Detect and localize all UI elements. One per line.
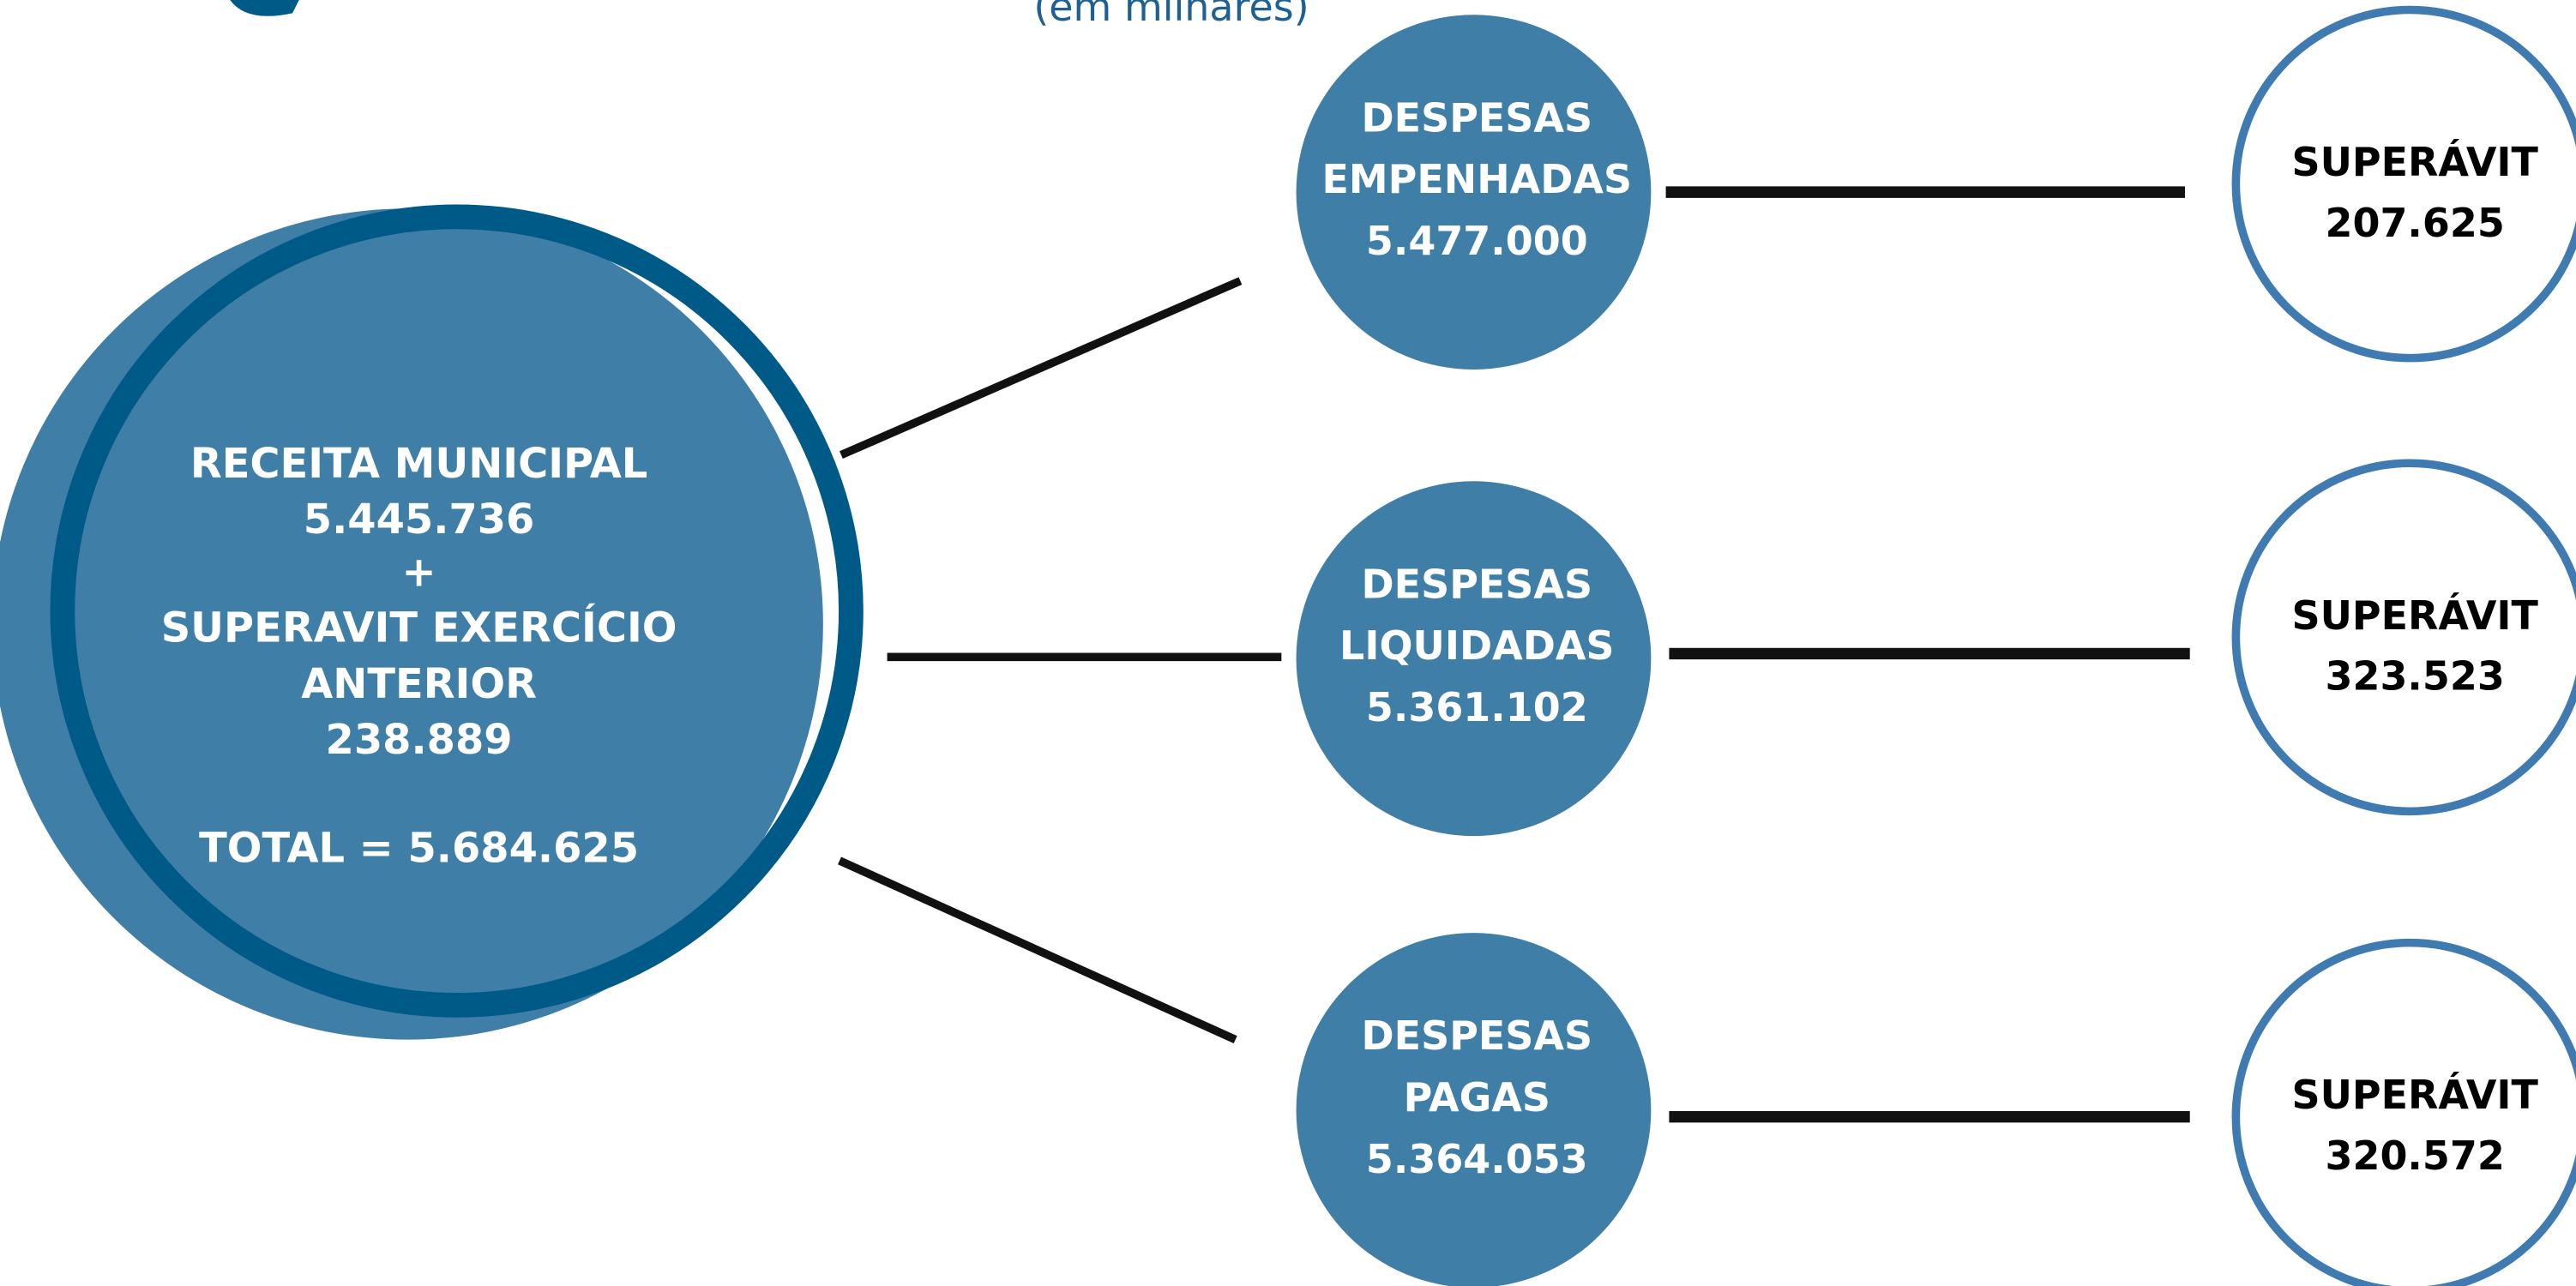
expense-text: PAGAS <box>1404 1074 1550 1121</box>
expense-text: 5.477.000 <box>1366 218 1588 264</box>
surplus-circle <box>2231 938 2576 1286</box>
expense-text: LIQUIDADAS <box>1339 622 1614 669</box>
expense-circle <box>1296 933 1652 1286</box>
subtitle: (em milhares) <box>1033 0 1309 30</box>
surplus-text: SUPERÁVIT <box>2291 592 2538 639</box>
surplus-text: 207.625 <box>2325 200 2504 246</box>
source-text: ANTERIOR <box>301 661 537 708</box>
expense-circle <box>1296 481 1652 837</box>
source-text: 238.889 <box>326 717 513 764</box>
expense-text: DESPESAS <box>1362 94 1593 141</box>
expense-text: EMPENHADAS <box>1322 156 1633 202</box>
connector <box>840 277 1243 460</box>
expense-text: DESPESAS <box>1362 561 1593 607</box>
surplus-text: SUPERÁVIT <box>2291 1072 2538 1118</box>
logo-fragment <box>230 0 299 16</box>
connector <box>838 856 1237 1044</box>
source-text: SUPERAVIT EXERCÍCIO <box>161 604 677 652</box>
expense-text: 5.361.102 <box>1366 684 1588 730</box>
surplus-circle <box>2231 459 2576 816</box>
expense-circle <box>1296 15 1652 370</box>
source-circle <box>0 208 823 1040</box>
expense-text: 5.364.053 <box>1366 1136 1588 1182</box>
source-text: 5.445.736 <box>304 496 535 544</box>
source-text: + <box>402 549 436 596</box>
source-text: TOTAL = 5.684.625 <box>199 825 639 872</box>
surplus-circle <box>2231 5 2576 363</box>
source-text: RECEITA MUNICIPAL <box>190 441 647 488</box>
surplus-text: 320.572 <box>2325 1133 2504 1179</box>
source-ring <box>50 204 864 1018</box>
expense-text: DESPESAS <box>1362 1013 1593 1059</box>
surplus-text: 323.523 <box>2325 653 2504 700</box>
surplus-text: SUPERÁVIT <box>2291 139 2538 185</box>
